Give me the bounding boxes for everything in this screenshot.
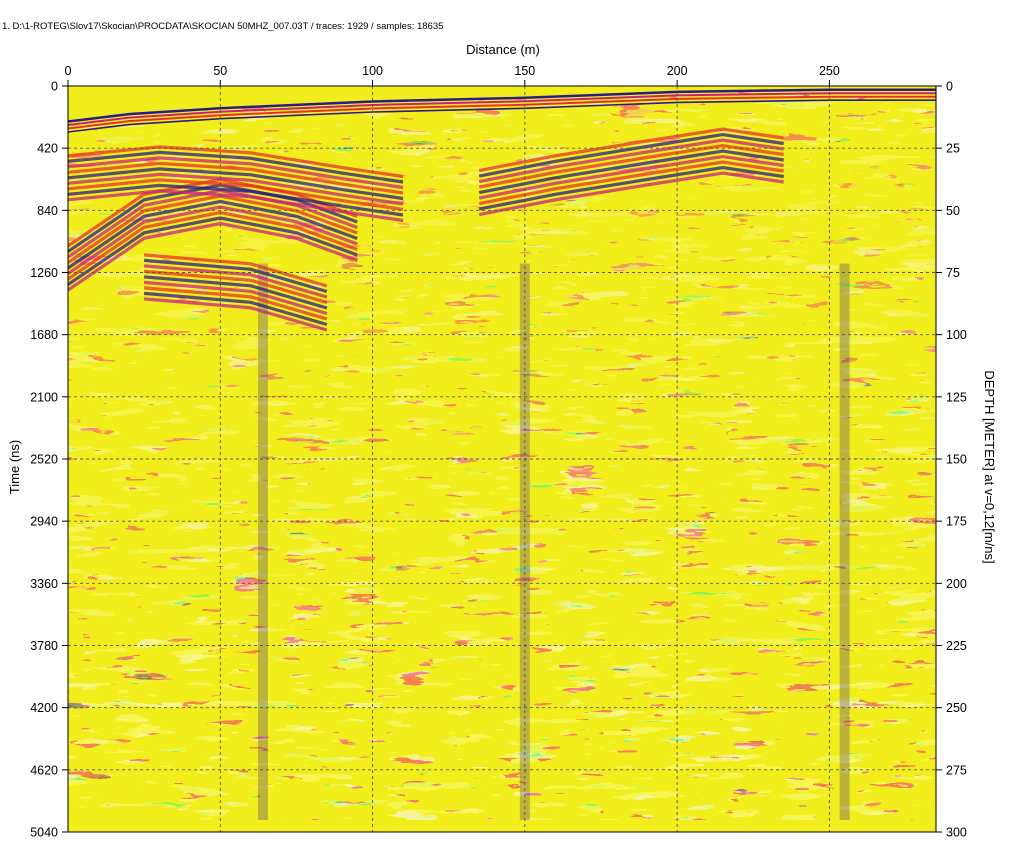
reflector-band-line xyxy=(478,171,784,217)
reflector-band-line xyxy=(143,269,328,305)
y2-axis-ticks: 0 25 50 75 100 125 150 175 200 225 250 275 300 xyxy=(936,80,967,840)
reflector-band-line xyxy=(68,189,404,223)
y2-tick-label: 75 xyxy=(946,266,960,280)
y2-tick-label: 300 xyxy=(946,826,967,840)
reflector-band-line xyxy=(68,178,404,212)
reflector-band-line xyxy=(478,160,784,206)
reflector-band-line xyxy=(68,145,404,179)
reflector-band-line xyxy=(143,286,328,321)
y2-tick-label: 50 xyxy=(946,204,960,218)
reflector-band-line xyxy=(478,165,784,211)
y2-tick-label: 150 xyxy=(946,453,967,467)
reflector-band-line xyxy=(68,221,358,292)
reflector-band-line xyxy=(68,167,404,201)
y2-tick-label: 250 xyxy=(946,701,967,715)
y-tick-label: 3780 xyxy=(30,639,58,653)
y2-axis-title: DEPTH [METER] at v=0,12[m/ns] xyxy=(982,370,997,563)
y-axis-ticks: 0 420 840 1260 1680 2100 2520 2940 3360 3780 4200 4… xyxy=(30,80,68,840)
x-tick-label: 50 xyxy=(213,64,227,78)
reflector-band-line xyxy=(143,291,328,327)
reflector-band-line xyxy=(478,143,784,189)
y-tick-label: 840 xyxy=(37,204,58,218)
y-tick-label: 3360 xyxy=(30,577,58,591)
x-tick-label: 250 xyxy=(819,64,840,78)
reflector-band-line xyxy=(68,150,404,184)
vertical-feature xyxy=(519,263,530,832)
reflector-band-line xyxy=(143,280,328,316)
y2-tick-label: 225 xyxy=(946,639,967,653)
reflector-band-line xyxy=(68,172,404,206)
x-axis-title: Distance (m) xyxy=(466,42,540,57)
surface-reflector xyxy=(68,92,936,126)
vertical-feature xyxy=(257,263,268,832)
surface-reflector xyxy=(68,99,936,133)
y-axis-title: Time (ns) xyxy=(7,440,22,494)
reflector-band-line xyxy=(143,253,328,288)
reflector-band-line xyxy=(68,161,404,195)
y2-tick-label: 200 xyxy=(946,577,967,591)
x-tick-label: 150 xyxy=(514,64,535,78)
y2-tick-label: 275 xyxy=(946,763,967,777)
x-axis-ticks: 0 50 100 150 200 250 xyxy=(65,64,840,86)
y2-tick-label: 100 xyxy=(946,328,967,342)
y-tick-label: 2520 xyxy=(30,453,58,467)
x-tick-label: 200 xyxy=(667,64,688,78)
reflector-band-line xyxy=(478,138,784,184)
y-tick-label: 4620 xyxy=(30,763,58,777)
reflector-band-line xyxy=(143,264,328,299)
reflector-band-line xyxy=(68,183,404,217)
surface-reflector xyxy=(68,95,936,130)
air-layer-cover xyxy=(68,86,936,832)
reflector-band-line xyxy=(478,149,784,195)
y-tick-label: 0 xyxy=(51,80,58,94)
reflector-band-line xyxy=(478,127,784,173)
y2-tick-label: 25 xyxy=(946,142,960,156)
y-tick-label: 1260 xyxy=(30,266,58,280)
y-tick-label: 420 xyxy=(37,142,58,156)
y2-tick-label: 0 xyxy=(946,80,953,94)
y-tick-label: 1680 xyxy=(30,328,58,342)
y-tick-label: 4200 xyxy=(30,701,58,715)
reflector-band-line xyxy=(478,132,784,178)
y-tick-label: 2100 xyxy=(30,390,58,404)
y2-tick-label: 175 xyxy=(946,515,967,529)
y-tick-label: 2940 xyxy=(30,515,58,529)
air-layer xyxy=(68,86,936,122)
reflector-band-line xyxy=(478,154,784,200)
vertical-feature xyxy=(839,263,850,832)
surface-reflector xyxy=(68,88,936,123)
grid-lines xyxy=(68,86,936,833)
y-tick-label: 5040 xyxy=(30,826,58,840)
reflector-band-line xyxy=(143,297,328,332)
y2-tick-label: 125 xyxy=(946,390,967,404)
reflector-band-line xyxy=(143,258,328,294)
bottom-empty-strip xyxy=(68,820,936,832)
x-tick-label: 0 xyxy=(65,64,72,78)
file-info-header: 1. D:\1-ROTEG\Slov17\Skocian\PROCDATA\SK… xyxy=(2,21,444,32)
reflector-band-line xyxy=(143,275,328,310)
reflector-band-line xyxy=(68,156,404,190)
x-tick-label: 100 xyxy=(362,64,383,78)
